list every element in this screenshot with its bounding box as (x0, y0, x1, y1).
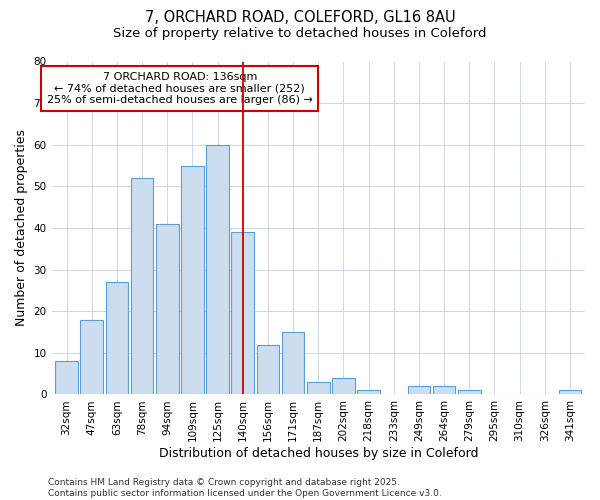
Bar (80, 320, 103, 394)
Bar (433, 386, 455, 394)
Bar (407, 386, 430, 394)
Text: Size of property relative to detached houses in Coleford: Size of property relative to detached ho… (113, 28, 487, 40)
Bar (232, 232, 254, 394)
Text: 7, ORCHARD ROAD, COLEFORD, GL16 8AU: 7, ORCHARD ROAD, COLEFORD, GL16 8AU (145, 10, 455, 25)
Bar (357, 390, 380, 394)
Bar (106, 282, 128, 395)
X-axis label: Distribution of detached houses by size in Coleford: Distribution of detached houses by size … (158, 447, 478, 460)
Bar (181, 166, 204, 394)
Bar (206, 144, 229, 394)
Bar (282, 332, 304, 394)
Text: 7 ORCHARD ROAD: 136sqm
← 74% of detached houses are smaller (252)
25% of semi-de: 7 ORCHARD ROAD: 136sqm ← 74% of detached… (47, 72, 313, 105)
Text: Contains HM Land Registry data © Crown copyright and database right 2025.
Contai: Contains HM Land Registry data © Crown c… (48, 478, 442, 498)
Bar (55, 361, 78, 394)
Bar (332, 378, 355, 394)
Bar (131, 178, 154, 394)
Y-axis label: Number of detached properties: Number of detached properties (15, 130, 28, 326)
Bar (156, 224, 179, 394)
Bar (559, 390, 581, 394)
Bar (257, 344, 279, 395)
Bar (307, 382, 329, 394)
Bar (458, 390, 481, 394)
